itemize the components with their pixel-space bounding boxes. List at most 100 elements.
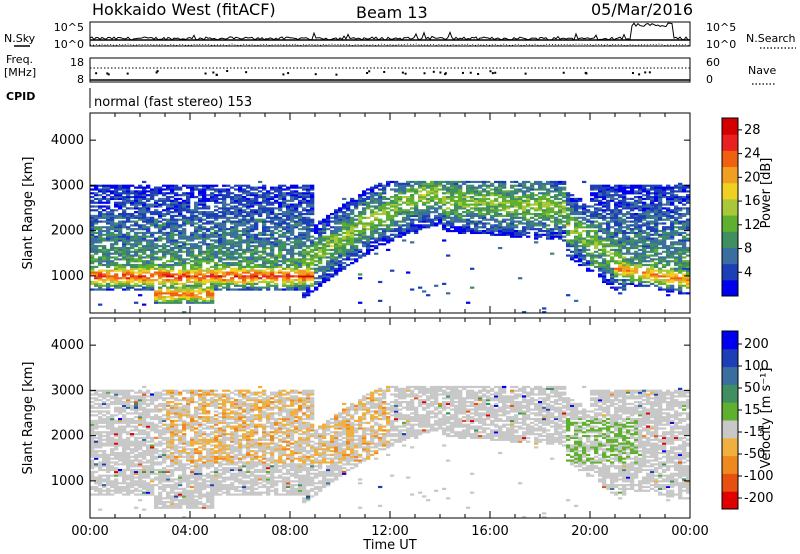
- power-cell: [614, 273, 619, 276]
- power-cell: [370, 229, 375, 233]
- power-cell: [294, 194, 299, 197]
- power-cell: [342, 197, 347, 201]
- power-cell: [658, 229, 663, 233]
- power-cell: [390, 216, 395, 219]
- power-cell: [314, 245, 319, 248]
- power-cell: [134, 252, 139, 255]
- power-cell: [662, 226, 667, 229]
- power-cell: [414, 224, 419, 227]
- power-cell: [218, 267, 223, 270]
- power-cell: [98, 231, 103, 235]
- power-cell: [234, 269, 239, 272]
- freq-trace: [90, 67, 690, 81]
- power-cell: [638, 199, 643, 202]
- power-cell: [278, 203, 283, 206]
- power-cell: [310, 273, 315, 276]
- power-cell: [426, 216, 431, 219]
- power-cell: [662, 212, 667, 216]
- power-cell: [650, 273, 655, 276]
- power-cell: [166, 265, 171, 268]
- power-cell: [150, 245, 155, 248]
- power-cell: [598, 243, 603, 246]
- power-cell: [338, 222, 343, 225]
- power-cell: [162, 226, 167, 229]
- power-cell: [338, 226, 343, 229]
- power-cell: [518, 201, 523, 204]
- power-cell: [454, 218, 459, 221]
- power-cell: [290, 269, 295, 272]
- power-cell: [462, 205, 467, 208]
- power-cell: [642, 258, 647, 261]
- power-cell: [662, 229, 667, 233]
- power-cell: [614, 188, 619, 191]
- power-cell: [458, 205, 463, 208]
- power-cell: [506, 226, 511, 229]
- power-cell: [146, 218, 151, 221]
- power-cell: [126, 199, 131, 202]
- power-cell: [226, 216, 231, 219]
- power-cell: [238, 260, 243, 263]
- power-cell: [382, 211, 387, 214]
- power-cell: [238, 284, 243, 287]
- power-cell: [274, 245, 279, 248]
- power-cell: [582, 216, 587, 219]
- power-cell: [298, 224, 303, 227]
- power-cell: [210, 286, 215, 289]
- power-cell: [522, 228, 527, 231]
- power-cell: [558, 228, 563, 231]
- power-cell: [158, 258, 163, 261]
- power-cell: [150, 239, 155, 242]
- power-cell: [662, 245, 667, 248]
- power-cell: [658, 209, 663, 212]
- power-cell: [170, 184, 175, 187]
- power-cell: [122, 184, 127, 187]
- power-cell: [246, 203, 251, 206]
- power-cell: [354, 199, 359, 202]
- power-cell: [510, 212, 515, 216]
- power-cell: [138, 214, 143, 218]
- power-cell: [558, 194, 563, 197]
- power-cell: [498, 220, 503, 223]
- power-cell: [502, 209, 507, 212]
- power-cell: [486, 184, 491, 187]
- power-cell: [650, 199, 655, 202]
- power-cell: [630, 203, 635, 206]
- power-cell: [526, 220, 531, 223]
- power-cell: [202, 273, 207, 276]
- power-cell: [406, 188, 411, 191]
- power-cell: [378, 239, 383, 242]
- power-cell: [110, 233, 115, 236]
- power-cell: [230, 245, 235, 248]
- power-cell: [242, 277, 247, 280]
- power-cell: [126, 186, 131, 189]
- power-cell: [302, 273, 307, 276]
- power-cell: [126, 254, 131, 257]
- power-cell: [158, 280, 163, 284]
- power-cell: [514, 195, 519, 199]
- power-cell: [414, 209, 419, 212]
- power-cell: [194, 184, 199, 187]
- power-cell: [278, 271, 283, 274]
- power-cell: [338, 256, 343, 259]
- power-cell: [198, 252, 203, 255]
- power-cell: [358, 203, 363, 206]
- power-cell: [614, 203, 619, 206]
- power-cell: [618, 203, 623, 206]
- power-cell: [542, 216, 547, 219]
- power-cell: [170, 284, 175, 287]
- power-cell: [262, 226, 267, 229]
- power-cell: [270, 267, 275, 270]
- power-cell: [94, 265, 99, 268]
- power-cell: [126, 220, 131, 223]
- power-cell: [122, 245, 127, 248]
- power-cell: [222, 280, 227, 284]
- power-cell: [294, 288, 299, 291]
- power-cell: [474, 229, 479, 233]
- power-cell: [194, 209, 199, 212]
- power-cell: [342, 246, 347, 250]
- power-cell: [114, 203, 119, 206]
- power-cell: [310, 260, 315, 263]
- power-cell: [490, 231, 495, 235]
- power-cell: [250, 248, 255, 252]
- power-cell: [650, 214, 655, 218]
